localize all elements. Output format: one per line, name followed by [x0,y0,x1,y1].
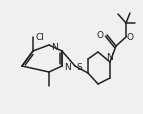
Text: N: N [107,53,113,61]
Text: S: S [76,62,82,71]
Text: O: O [127,32,134,41]
Text: N: N [51,42,58,51]
Text: N: N [64,63,71,72]
Text: Cl: Cl [36,32,45,41]
Text: O: O [97,30,104,39]
